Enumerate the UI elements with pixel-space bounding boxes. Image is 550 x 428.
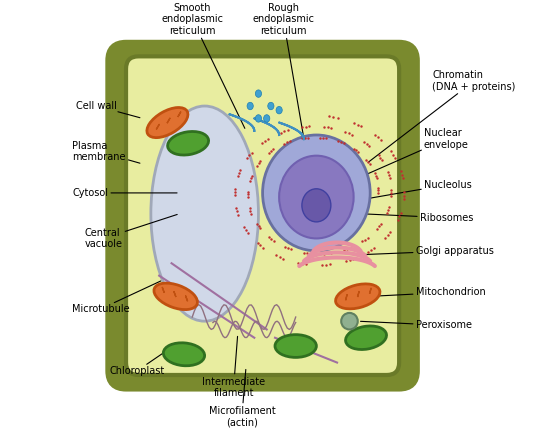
Ellipse shape xyxy=(255,115,262,122)
Text: Plasma
membrane: Plasma membrane xyxy=(72,141,140,163)
Ellipse shape xyxy=(341,313,358,330)
Text: Microfilament
(actin): Microfilament (actin) xyxy=(208,369,275,427)
Text: Ribosomes: Ribosomes xyxy=(361,213,473,223)
Ellipse shape xyxy=(147,107,188,138)
Ellipse shape xyxy=(336,284,380,309)
Ellipse shape xyxy=(263,115,270,122)
Text: Mitochondrion: Mitochondrion xyxy=(373,287,486,297)
Ellipse shape xyxy=(163,343,205,366)
Text: Cytosol: Cytosol xyxy=(72,188,177,198)
Ellipse shape xyxy=(168,131,208,155)
Text: Intermediate
filament: Intermediate filament xyxy=(202,336,265,398)
Text: Peroxisome: Peroxisome xyxy=(361,320,472,330)
Text: Golgi apparatus: Golgi apparatus xyxy=(356,246,493,256)
FancyBboxPatch shape xyxy=(109,44,416,387)
Ellipse shape xyxy=(151,106,258,321)
Ellipse shape xyxy=(262,135,370,251)
Text: Chloroplast: Chloroplast xyxy=(109,352,165,376)
Ellipse shape xyxy=(279,156,354,238)
Text: Chromatin
(DNA + proteins): Chromatin (DNA + proteins) xyxy=(368,70,515,162)
Ellipse shape xyxy=(154,283,197,309)
Ellipse shape xyxy=(276,107,282,114)
Ellipse shape xyxy=(268,102,274,110)
FancyBboxPatch shape xyxy=(126,56,399,375)
Text: Rough
endoplasmic
reticulum: Rough endoplasmic reticulum xyxy=(252,3,314,137)
Ellipse shape xyxy=(247,102,254,110)
Text: Microtubule: Microtubule xyxy=(72,281,161,314)
Ellipse shape xyxy=(275,335,316,357)
Text: Cell wall: Cell wall xyxy=(76,101,140,118)
Text: Central
vacuole: Central vacuole xyxy=(85,214,177,249)
Ellipse shape xyxy=(345,326,387,350)
Text: Nuclear
envelope: Nuclear envelope xyxy=(365,128,469,175)
Ellipse shape xyxy=(302,189,331,222)
Ellipse shape xyxy=(255,90,262,97)
Text: Smooth
endoplasmic
reticulum: Smooth endoplasmic reticulum xyxy=(161,3,245,128)
Text: Nucleolus: Nucleolus xyxy=(332,180,472,205)
